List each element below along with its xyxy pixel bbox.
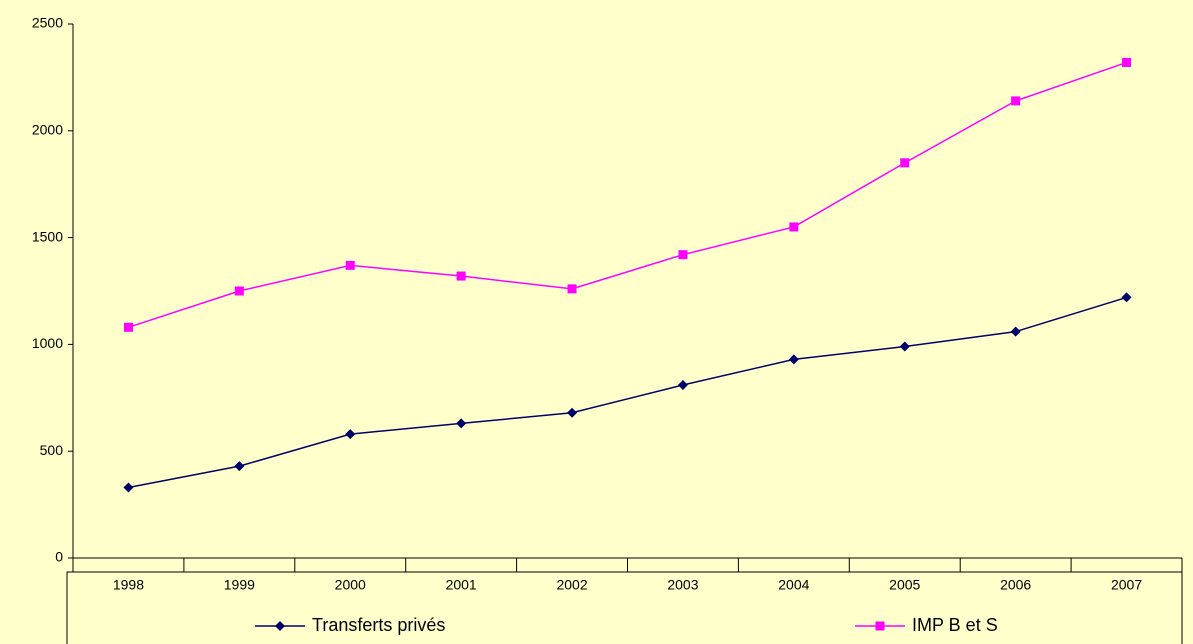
marker — [1121, 292, 1132, 303]
marker — [1010, 326, 1021, 337]
marker — [789, 222, 799, 232]
x-tick-label: 2007 — [1111, 577, 1142, 593]
marker — [345, 260, 355, 270]
y-tick-label: 2000 — [32, 122, 63, 138]
marker — [275, 621, 285, 631]
marker — [345, 429, 356, 440]
marker — [567, 407, 578, 418]
y-tick-label: 0 — [55, 549, 63, 565]
marker — [234, 286, 244, 296]
y-tick-label: 1500 — [32, 228, 63, 244]
marker — [788, 354, 799, 365]
legend-label: IMP B et S — [912, 615, 998, 635]
marker — [677, 379, 688, 390]
marker — [1122, 57, 1132, 67]
x-tick-label: 2005 — [889, 577, 920, 593]
series-line — [128, 296, 1127, 489]
x-tick-label: 2000 — [335, 577, 366, 593]
x-tick-label: 2004 — [778, 577, 809, 593]
x-tick-label: 2001 — [446, 577, 477, 593]
marker — [1011, 96, 1021, 106]
x-tick-label: 1999 — [224, 577, 255, 593]
marker — [875, 621, 885, 631]
y-tick-label: 1000 — [32, 335, 63, 351]
marker — [123, 482, 134, 493]
legend-box — [66, 571, 1183, 644]
x-tick-label: 2002 — [556, 577, 587, 593]
series-line — [128, 61, 1127, 329]
y-tick-label: 2500 — [32, 15, 63, 31]
marker — [456, 271, 466, 281]
marker — [456, 418, 467, 429]
y-tick-label: 500 — [40, 442, 64, 458]
marker — [567, 284, 577, 294]
legend-label: Transferts privés — [312, 615, 445, 635]
x-tick-label: 2006 — [1000, 577, 1031, 593]
x-tick-label: 2003 — [667, 577, 698, 593]
marker — [900, 158, 910, 168]
marker — [123, 322, 133, 332]
x-tick-label: 1998 — [113, 577, 144, 593]
marker — [899, 341, 910, 352]
marker — [234, 461, 245, 472]
marker — [678, 250, 688, 260]
